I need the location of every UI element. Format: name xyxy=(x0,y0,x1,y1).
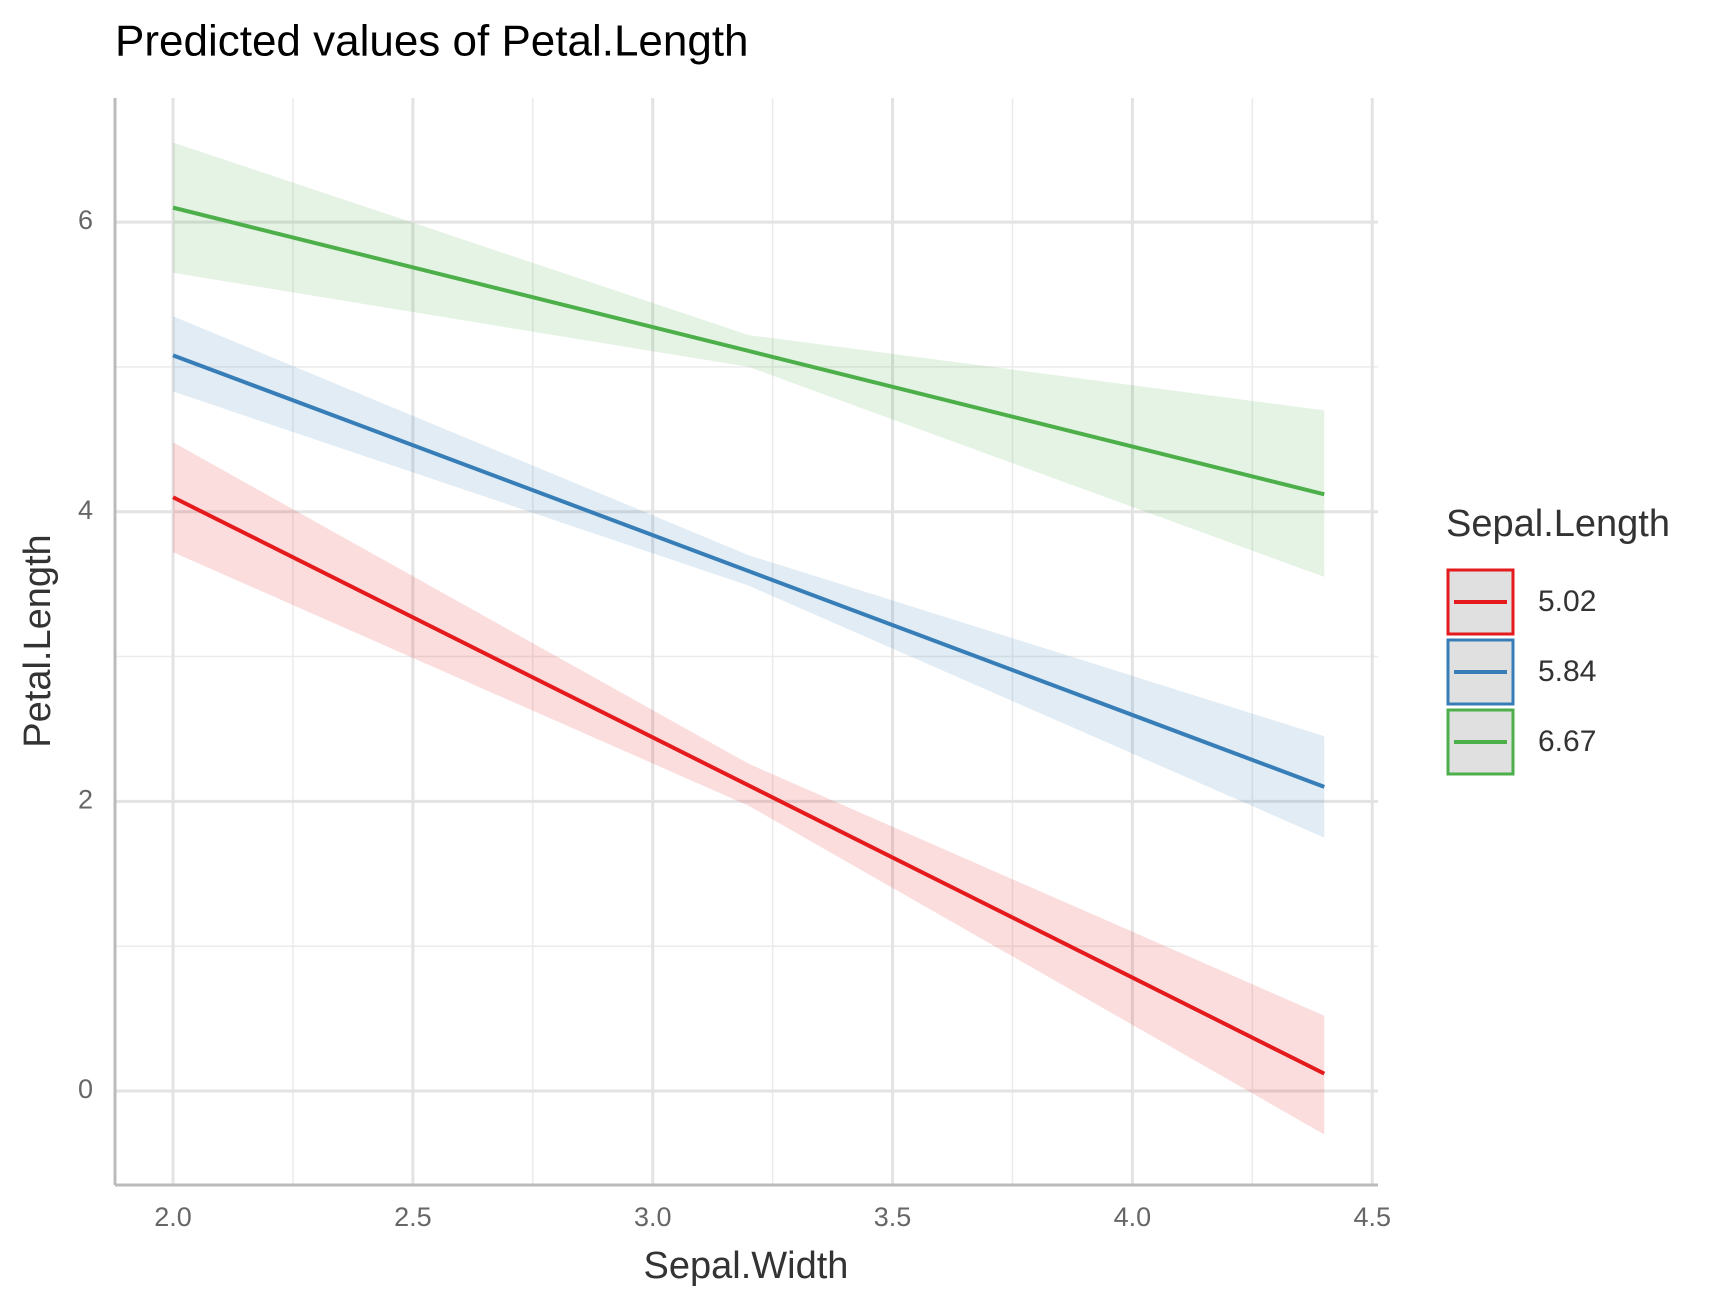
confidence-band xyxy=(173,142,1325,577)
x-tick-label: 2.5 xyxy=(394,1202,432,1232)
y-axis-title: Petal.Length xyxy=(17,534,59,747)
x-tick-label: 4.0 xyxy=(1114,1202,1152,1232)
y-tick-label: 0 xyxy=(78,1074,93,1104)
y-tick-label: 6 xyxy=(78,205,93,235)
legend-label: 5.84 xyxy=(1538,655,1596,688)
y-tick-label: 2 xyxy=(78,785,93,815)
x-tick-label: 2.0 xyxy=(154,1202,192,1232)
x-tick-label: 3.0 xyxy=(634,1202,672,1232)
x-axis-title: Sepal.Width xyxy=(644,1245,849,1287)
chart-title: Predicted values of Petal.Length xyxy=(115,17,749,66)
y-tick-label: 4 xyxy=(78,495,93,525)
x-tick-label: 3.5 xyxy=(874,1202,912,1232)
legend-label: 6.67 xyxy=(1538,725,1596,758)
legend-title: Sepal.Length xyxy=(1446,503,1670,545)
legend-label: 5.02 xyxy=(1538,585,1596,618)
confidence-band xyxy=(173,442,1325,1135)
x-tick-label: 4.5 xyxy=(1353,1202,1391,1232)
line xyxy=(172,495,1326,1076)
line xyxy=(172,205,1325,497)
line xyxy=(172,353,1325,789)
confidence-band xyxy=(173,316,1325,838)
